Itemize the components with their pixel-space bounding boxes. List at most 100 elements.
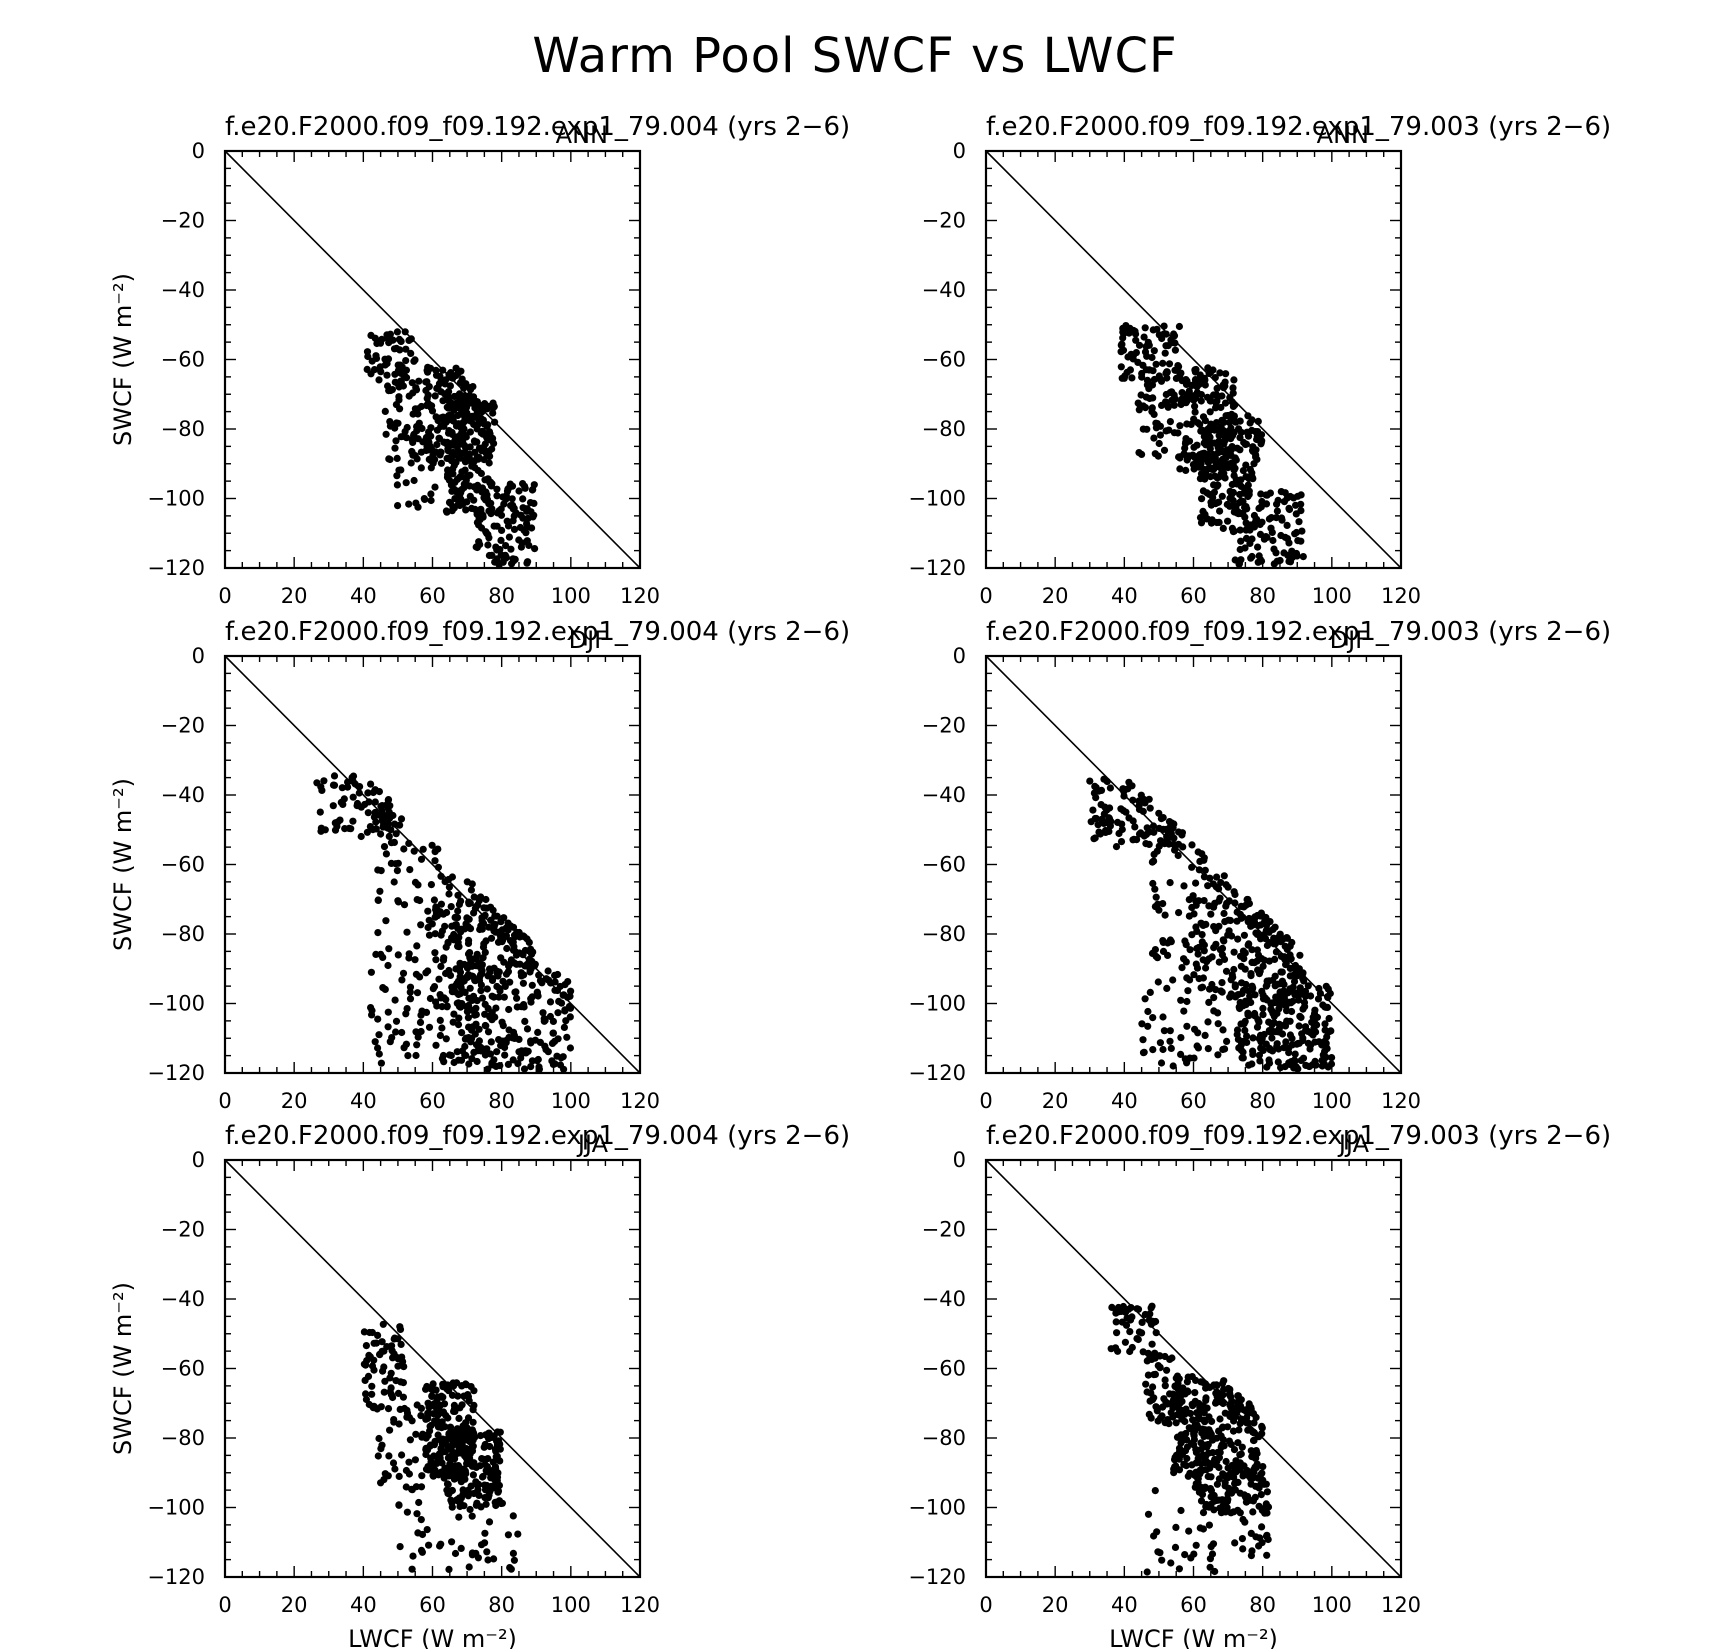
data-point [425,446,433,454]
data-point [1108,1303,1116,1311]
data-point [447,369,455,377]
data-point [1181,1551,1189,1559]
data-point [530,499,538,507]
y-tick-label: −100 [908,1496,966,1520]
data-point [1220,1377,1228,1385]
data-point [1162,390,1170,399]
y-tick-label: −120 [147,1061,205,1085]
data-point [449,374,457,382]
data-point [1153,1528,1161,1536]
data-point [1214,1051,1222,1059]
data-point [445,1565,453,1573]
x-axis-label: LWCF (W m⁻²) [348,1625,517,1649]
data-point [1172,1523,1180,1531]
x-tick-label: 20 [1042,584,1069,608]
data-point [1302,1026,1310,1034]
data-point [1271,972,1279,980]
scatter-panel-1: 0 20 40 60 80 100 120 0 −20 −40 −60 −80 −100 −120 f.e2… [109,112,850,608]
data-point [1259,1004,1267,1013]
data-point [477,987,485,995]
data-point [498,1499,506,1507]
data-point [505,962,513,970]
data-point [1297,507,1305,515]
data-point [423,1382,431,1391]
data-point [1211,1567,1219,1576]
data-point [377,368,385,376]
x-tick-label: 80 [1249,1089,1276,1113]
data-point [1221,399,1230,407]
data-point [479,943,488,951]
data-point [488,505,496,513]
data-point [1125,1305,1133,1313]
data-point [1240,931,1248,939]
data-point [1263,1551,1271,1559]
data-point [465,898,473,906]
data-point [1188,1373,1196,1381]
x-tick-label: 100 [1312,584,1352,608]
data-point [1201,866,1209,874]
data-point [405,500,413,508]
y-tick-label: −120 [908,1061,966,1085]
data-point [1290,1064,1298,1072]
data-point [1299,1054,1308,1062]
data-point [472,954,480,963]
data-point [1215,958,1223,966]
y-tick-label: 0 [953,139,966,163]
data-point [1155,906,1163,914]
data-point [396,1405,404,1413]
data-point [507,1565,515,1573]
data-point [1174,1433,1182,1441]
data-point [1169,976,1177,984]
data-point [375,788,383,796]
data-point [1210,1007,1218,1015]
data-point [1197,391,1205,399]
data-point [493,555,501,563]
data-point [1256,520,1264,529]
data-point [1156,1039,1164,1047]
data-point [566,1004,575,1012]
data-point [407,349,415,357]
data-point [1280,987,1288,995]
y-tick-label: −60 [922,348,966,372]
data-point [1101,826,1110,835]
data-point [1248,982,1256,990]
data-point [1137,829,1145,837]
data-point [1252,451,1260,459]
data-point [414,1033,422,1041]
data-point [480,456,488,464]
data-point [1156,431,1164,439]
data-point [1150,857,1158,865]
data-point [432,998,440,1006]
data-point [1230,948,1238,956]
data-point [1168,1354,1176,1362]
data-point [430,983,439,991]
data-point [544,967,552,975]
x-tick-label: 60 [419,584,446,608]
data-point [1271,923,1279,931]
data-point [1302,1061,1310,1069]
data-point [468,460,476,468]
data-point [439,1393,447,1401]
data-point [1221,428,1229,436]
data-point [1144,1022,1152,1030]
data-point [402,345,410,353]
data-point [1195,897,1203,905]
data-point [446,382,454,390]
data-point [477,922,485,930]
data-point [1171,1543,1180,1551]
data-point [1223,500,1231,509]
data-point [1148,1302,1156,1310]
data-point [1201,1031,1209,1039]
data-point [394,419,402,427]
data-point [1301,1003,1309,1011]
data-point [484,1556,492,1564]
data-point [426,994,434,1003]
data-point [1198,1425,1206,1433]
data-point [403,1508,411,1516]
data-point [488,992,496,1000]
data-point [1204,436,1212,444]
data-point [1286,492,1294,501]
data-point [1218,1441,1226,1449]
data-point [1178,964,1186,972]
axis-ticks [985,655,1402,1074]
